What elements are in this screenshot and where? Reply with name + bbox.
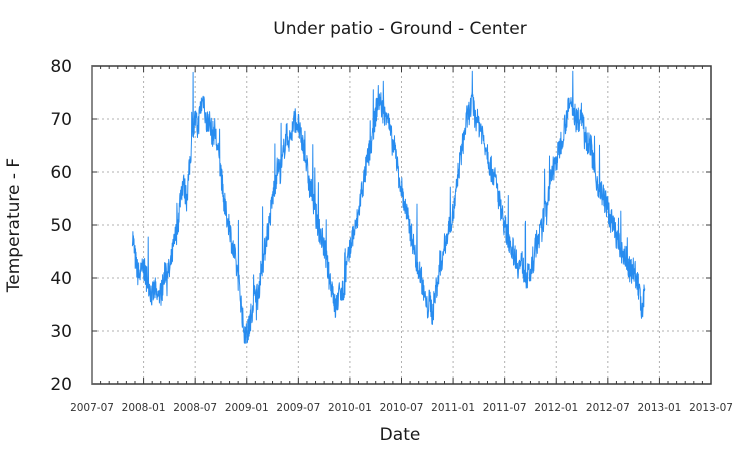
y-tick-label: 30 — [50, 322, 72, 342]
y-axis-ticks: 20 30 40 50 60 70 80 — [50, 57, 72, 395]
x-tick-label: 2009-01 — [225, 402, 269, 414]
data-series-line — [131, 70, 646, 344]
x-tick-label: 2011-01 — [431, 402, 475, 414]
x-tick-label: 2009-07 — [276, 402, 320, 414]
y-tick-label: 40 — [50, 269, 72, 289]
x-axis-label: Date — [379, 425, 421, 445]
x-tick-label: 2012-01 — [534, 402, 578, 414]
y-tick-label: 20 — [50, 375, 72, 395]
x-tick-label: 2007-07 — [70, 402, 114, 414]
x-tick-label: 2011-07 — [483, 402, 527, 414]
x-tick-label: 2008-07 — [173, 402, 217, 414]
x-tick-label: 2013-01 — [637, 402, 681, 414]
y-tick-label: 50 — [50, 216, 72, 236]
y-tick-label: 60 — [50, 163, 72, 183]
x-tick-label: 2010-07 — [380, 402, 424, 414]
x-axis-ticks: 2007-07 2008-01 2008-07 2009-01 2009-07 2010-… — [70, 402, 733, 414]
chart-title: Under patio - Ground - Center — [273, 19, 527, 39]
y-tick-label: 70 — [50, 110, 72, 130]
x-tick-label: 2012-07 — [586, 402, 630, 414]
x-tick-label: 2010-01 — [328, 402, 372, 414]
gridlines — [92, 66, 711, 384]
plot-frame — [91, 65, 712, 385]
x-tick-label: 2013-07 — [689, 402, 733, 414]
y-tick-label: 80 — [50, 57, 72, 77]
x-tick-label: 2008-01 — [122, 402, 166, 414]
